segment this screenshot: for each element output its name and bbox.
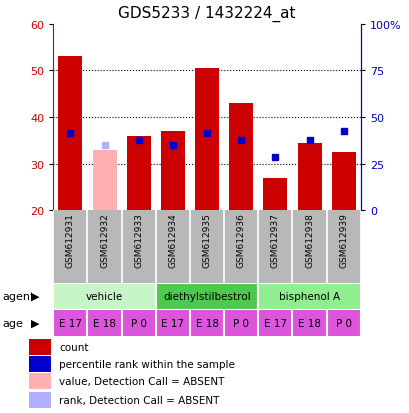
Text: ▶: ▶ [31, 291, 39, 301]
Text: value, Detection Call = ABSENT: value, Detection Call = ABSENT [59, 376, 224, 387]
Text: E 17: E 17 [161, 318, 184, 328]
Text: P 0: P 0 [233, 318, 249, 328]
Text: vehicle: vehicle [86, 291, 123, 301]
Bar [29, 392, 51, 408]
Bar [29, 356, 51, 372]
Text: GSM612939: GSM612939 [338, 213, 347, 268]
Bar [155, 283, 258, 310]
Bar [160, 132, 184, 211]
Bar [229, 104, 253, 211]
Bar [297, 143, 321, 211]
Text: E 17: E 17 [59, 318, 82, 328]
Text: bisphenol A: bisphenol A [278, 291, 339, 301]
Text: GSM612937: GSM612937 [270, 213, 279, 268]
Bar [29, 373, 51, 389]
Title: GDS5233 / 1432224_at: GDS5233 / 1432224_at [118, 6, 295, 22]
Bar [92, 150, 116, 211]
Text: ▶: ▶ [31, 318, 39, 328]
Bar [331, 152, 355, 211]
Text: count: count [59, 342, 89, 352]
Bar [58, 57, 82, 211]
Text: GSM612938: GSM612938 [304, 213, 313, 268]
Bar [258, 283, 360, 310]
Bar [263, 178, 287, 211]
Text: GSM612934: GSM612934 [168, 213, 177, 267]
Text: GSM612933: GSM612933 [134, 213, 143, 268]
Text: E 18: E 18 [297, 318, 320, 328]
Bar [195, 69, 218, 211]
Text: diethylstilbestrol: diethylstilbestrol [163, 291, 250, 301]
Text: E 18: E 18 [93, 318, 116, 328]
Text: agent: agent [2, 291, 34, 301]
Text: E 18: E 18 [195, 318, 218, 328]
Bar [29, 339, 51, 355]
Text: GSM612935: GSM612935 [202, 213, 211, 268]
Bar [126, 136, 150, 211]
Text: P 0: P 0 [130, 318, 146, 328]
Bar [53, 283, 155, 310]
Text: GSM612936: GSM612936 [236, 213, 245, 268]
Text: GSM612932: GSM612932 [100, 213, 109, 267]
Text: GSM612931: GSM612931 [66, 213, 75, 268]
Text: age: age [2, 318, 23, 328]
Text: rank, Detection Call = ABSENT: rank, Detection Call = ABSENT [59, 395, 219, 405]
Text: percentile rank within the sample: percentile rank within the sample [59, 359, 235, 369]
Text: P 0: P 0 [335, 318, 351, 328]
Text: E 17: E 17 [263, 318, 286, 328]
